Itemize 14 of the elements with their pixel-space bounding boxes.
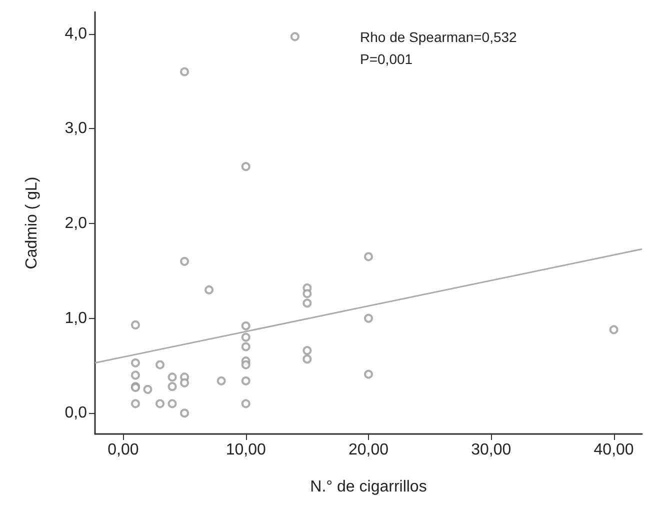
y-tick-label: 1,0 <box>64 310 88 327</box>
x-tick-label: 10,00 <box>226 442 266 458</box>
y-axis-title: Cadmio ( gL) <box>24 176 40 270</box>
annotation: P=0,001 <box>360 51 413 67</box>
x-tick-label: 40,00 <box>594 442 634 458</box>
y-tick-label: 0,0 <box>64 404 88 422</box>
x-axis-title: N.° de cigarrillos <box>310 478 427 496</box>
y-tick-label: 2,0 <box>64 214 88 232</box>
y-tick-label: 3,0 <box>64 120 88 138</box>
x-tick-label: 30,00 <box>471 442 512 458</box>
x-tick-label: 0,00 <box>108 442 139 458</box>
annotation: Rho de Spearman=0,532 <box>360 29 518 45</box>
x-tick-label: 20,00 <box>348 442 389 458</box>
y-tick-label: 4,0 <box>64 25 88 42</box>
